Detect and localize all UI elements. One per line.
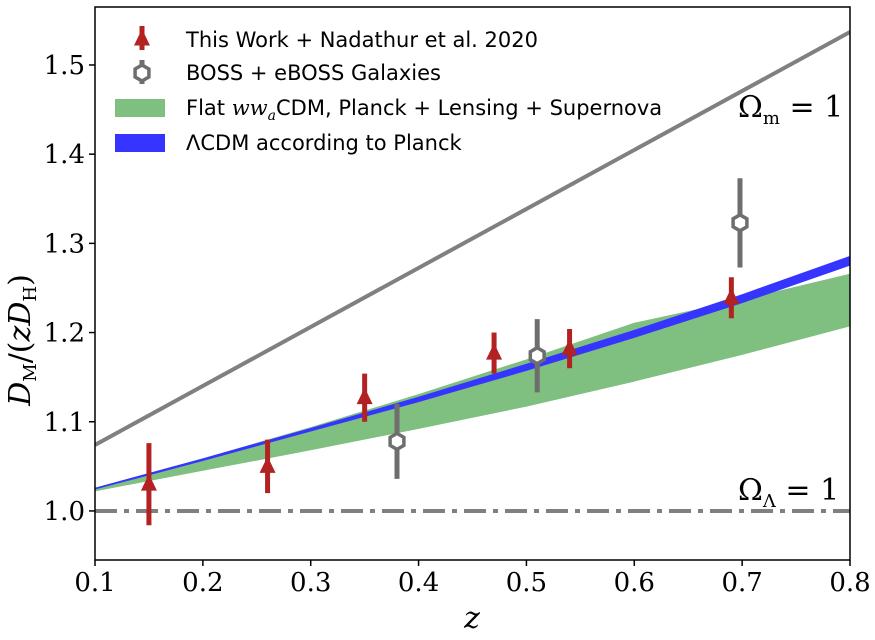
y-axis-title: DM/(zDH)	[3, 274, 41, 407]
axes: 0.1 0.2 0.3 0.4 0.5 0.6 0.7 0.8 1.0 1.1 1.2 1.3 1.4 1…	[44, 6, 871, 598]
x-tick-label: 0.1	[74, 568, 115, 598]
legend-entry: BOSS + eBOSS Galaxies	[133, 60, 441, 85]
hexagon-marker	[388, 431, 406, 452]
plot-area	[95, 30, 850, 526]
y-tick-label: 1.3	[44, 229, 85, 259]
annotations: Ωm = 1 ΩΛ = 1	[738, 90, 843, 512]
y-tick-label: 1.2	[44, 319, 85, 349]
triangle-marker	[356, 387, 373, 405]
legend-label: BOSS + eBOSS Galaxies	[186, 61, 441, 85]
legend-green-patch	[115, 99, 165, 117]
legend-label: ΛCDM according to Planck	[186, 131, 463, 155]
hexagon-marker	[731, 212, 749, 233]
legend-entry: Flat wwaCDM, Planck + Lensing + Supernov…	[115, 96, 662, 124]
legend-entry: ΛCDM according to Planck	[115, 131, 463, 155]
omega-m-label: Ωm = 1	[738, 90, 843, 129]
hexagon-marker	[528, 345, 546, 366]
legend-hexagon-icon	[133, 62, 151, 84]
legend: This Work + Nadathur et al. 2020 BOSS + e…	[115, 26, 662, 155]
svg-text:DM/(zDH): DM/(zDH)	[3, 274, 41, 407]
this-work-point	[723, 277, 740, 319]
y-tick-label: 1.1	[44, 408, 85, 438]
triangle-marker	[723, 287, 740, 305]
omega-m-line	[95, 30, 850, 447]
y-tick-label: 1.0	[44, 497, 85, 527]
this-work-point	[259, 439, 276, 494]
x-tick-label: 0.8	[829, 568, 870, 598]
x-tick-label: 0.5	[506, 568, 547, 598]
legend-blue-patch	[115, 134, 165, 152]
boss-point	[528, 319, 546, 393]
this-work-point	[356, 373, 373, 422]
axes-frame	[94, 6, 851, 561]
legend-entry: This Work + Nadathur et al. 2020	[134, 26, 538, 52]
x-tick-label: 0.7	[721, 568, 762, 598]
x-tick-label: 0.6	[614, 568, 655, 598]
this-work-point	[561, 328, 578, 369]
y-tick-label: 1.4	[44, 140, 85, 170]
legend-label: This Work + Nadathur et al. 2020	[185, 28, 538, 52]
lcdm-band	[95, 255, 850, 490]
x-axis-title: z	[463, 601, 480, 636]
x-tick-label: 0.2	[182, 568, 223, 598]
x-tick-label: 0.3	[290, 568, 331, 598]
y-tick-label: 1.5	[44, 51, 85, 81]
omega-lambda-label: ΩΛ = 1	[738, 473, 839, 512]
triangle-marker	[140, 474, 157, 491]
triangle-marker	[486, 343, 503, 360]
this-work-point	[486, 332, 503, 374]
x-tick-label: 0.4	[398, 568, 439, 598]
triangle-marker	[561, 338, 578, 356]
triangle-marker	[259, 456, 276, 473]
boss-point	[731, 178, 749, 268]
this-work-point	[140, 443, 157, 526]
boss-point	[388, 403, 406, 479]
legend-label: Flat wwaCDM, Planck + Lensing + Supernov…	[186, 96, 662, 124]
legend-triangle-icon	[134, 29, 150, 46]
